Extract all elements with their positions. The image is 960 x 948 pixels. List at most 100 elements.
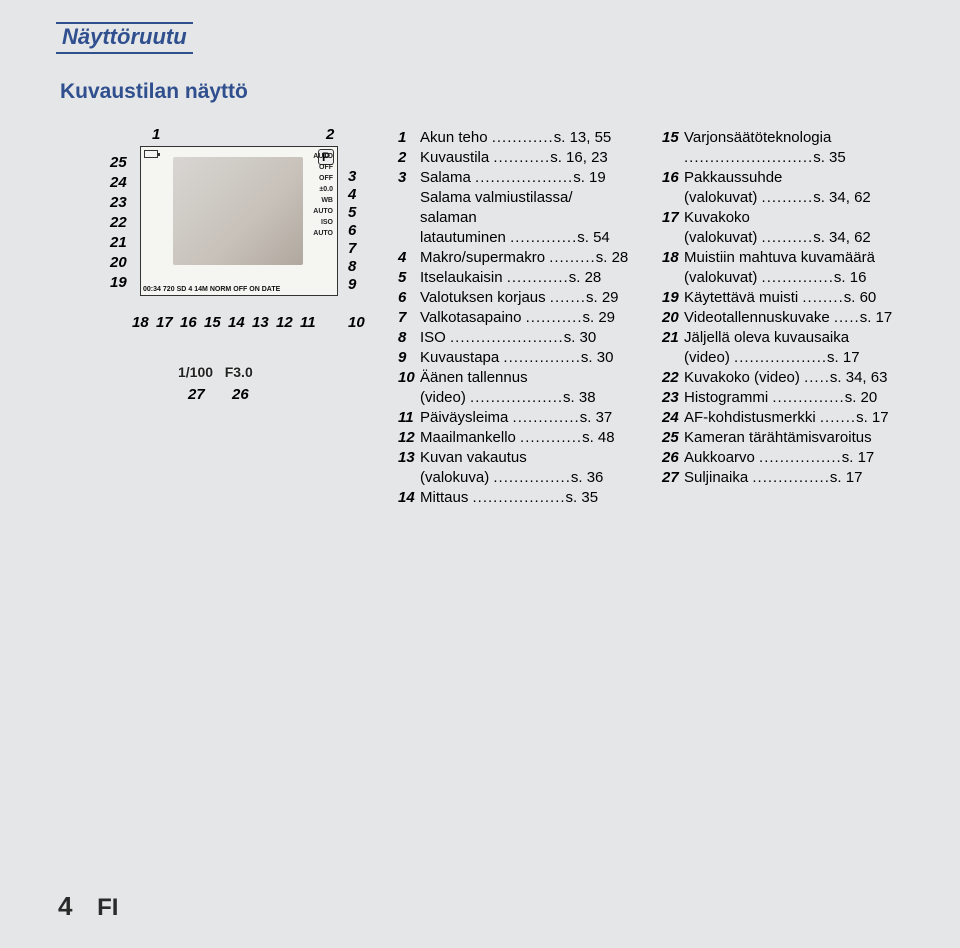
camera-diagram: 1 2 25242322212019 3456789 P AUTOOFFOFF±… [60,128,390,378]
legend-row: (video) ..................s. 38 [398,388,658,408]
legend-label: Äänen tallennus [420,368,658,388]
legend-number: 18 [662,248,684,268]
legend-label: Varjonsäätöteknologia [684,128,922,148]
legend-label: Valkotasapaino ...........s. 29 [420,308,658,328]
bottom-info-item: 4 [188,286,192,293]
legend-number: 24 [662,408,684,428]
legend-row: 7Valkotasapaino ...........s. 29 [398,308,658,328]
legend-label: Makro/supermakro .........s. 28 [420,248,658,268]
legend-row: 4Makro/supermakro .........s. 28 [398,248,658,268]
callout-2: 2 [326,126,334,143]
legend-row: 22Kuvakoko (video) .....s. 34, 63 [662,368,922,388]
battery-icon [144,150,158,158]
legend-label: Mittaus ..................s. 35 [420,488,658,508]
bottom-info-item: 720 [163,286,175,293]
callout-4: 4 [348,186,356,203]
callout-3: 3 [348,168,356,185]
callout-9: 9 [348,276,356,293]
legend-label: Käytettävä muisti ........s. 60 [684,288,922,308]
legend-label: AF-kohdistusmerkki .......s. 17 [684,408,922,428]
legend-row: 16Pakkaussuhde [662,168,922,188]
legend-label: Jäljellä oleva kuvausaika [684,328,922,348]
legend-row: 14Mittaus ..................s. 35 [398,488,658,508]
legend-label: Kameran tärähtämisvaroitus [684,428,922,448]
legend-label: Pakkaussuhde [684,168,922,188]
callout-5: 5 [348,204,356,221]
bottom-info-item: SD [177,286,187,293]
legend-row: Salama valmiustilassa/ [398,188,658,208]
legend-number: 10 [398,368,420,388]
info-line: ISO AUTO [305,217,333,239]
callout-20: 20 [110,254,127,271]
legend-label: (video) ..................s. 17 [662,348,922,368]
legend-column-a: 1Akun teho ............s. 13, 552Kuvaust… [398,128,658,508]
legend-label: Muistiin mahtuva kuvamäärä [684,248,922,268]
bottom-info-item: NORM [210,286,231,293]
callout-16: 16 [180,314,197,331]
photo-preview [173,157,303,265]
callout-19: 19 [110,274,127,291]
legend-number: 2 [398,148,420,168]
legend-number: 25 [662,428,684,448]
legend-number: 26 [662,448,684,468]
legend-number: 12 [398,428,420,448]
shutter-value: 1/100 [178,364,213,380]
legend-number: 22 [662,368,684,388]
legend-row: 8ISO ......................s. 30 [398,328,658,348]
info-line: ±0.0 [305,184,333,195]
callout-6: 6 [348,222,356,239]
legend-number: 19 [662,288,684,308]
bottom-info-item: 14M [194,286,208,293]
legend-number: 14 [398,488,420,508]
callout-14: 14 [228,314,245,331]
page-footer: 4 FI [58,891,118,922]
bottom-info-item: OFF [233,286,247,293]
legend-label: Salama ...................s. 19 [420,168,658,188]
bottom-info-item: DATE [262,286,281,293]
callout-1: 1 [152,126,160,143]
callout-12: 12 [276,314,293,331]
callout-11: 11 [300,314,316,331]
page-lang: FI [97,894,118,921]
legend-label: .........................s. 35 [662,148,922,168]
callout-27: 27 [188,386,205,403]
legend-label: ISO ......................s. 30 [420,328,658,348]
legend-label: salaman [398,208,658,228]
legend-label: Aukkoarvo ................s. 17 [684,448,922,468]
legend-row: 11Päiväysleima .............s. 37 [398,408,658,428]
callout-15: 15 [204,314,221,331]
info-line: AUTO [305,151,333,162]
legend-label: Salama valmiustilassa/ [398,188,658,208]
legend-label: latautuminen .............s. 54 [398,228,658,248]
legend-label: Videotallennuskuvake .....s. 17 [684,308,922,328]
page-title-bar: Näyttöruutu [56,22,193,54]
callout-26: 26 [232,386,249,403]
legend-row: 15Varjonsäätöteknologia [662,128,922,148]
info-line: WB AUTO [305,195,333,217]
legend-row: 20Videotallennuskuvake .....s. 17 [662,308,922,328]
legend-row: 10Äänen tallennus [398,368,658,388]
legend-number: 6 [398,288,420,308]
legend-label: (valokuva) ...............s. 36 [398,468,658,488]
legend-number: 16 [662,168,684,188]
callout-10: 10 [348,314,365,331]
legend-row: 27Suljinaika ...............s. 17 [662,468,922,488]
legend-row: 19Käytettävä muisti ........s. 60 [662,288,922,308]
legend-label: Suljinaika ...............s. 17 [684,468,922,488]
page-title: Näyttöruutu [56,24,193,52]
legend-row: 13Kuvan vakautus [398,448,658,468]
legend-row: 24AF-kohdistusmerkki .......s. 17 [662,408,922,428]
legend-label: Kuvaustila ...........s. 16, 23 [420,148,658,168]
legend-row: 12Maailmankello ............s. 48 [398,428,658,448]
legend-number: 13 [398,448,420,468]
legend-row: (valokuvat) ..........s. 34, 62 [662,228,922,248]
legend-label: Histogrammi ..............s. 20 [684,388,922,408]
legend-row: 1Akun teho ............s. 13, 55 [398,128,658,148]
info-line: OFF [305,173,333,184]
legend-label: Kuvan vakautus [420,448,658,468]
legend-row: 21Jäljellä oleva kuvausaika [662,328,922,348]
callout-24: 24 [110,174,127,191]
legend-row: .........................s. 35 [662,148,922,168]
legend-label: Akun teho ............s. 13, 55 [420,128,658,148]
legend-row: 23Histogrammi ..............s. 20 [662,388,922,408]
